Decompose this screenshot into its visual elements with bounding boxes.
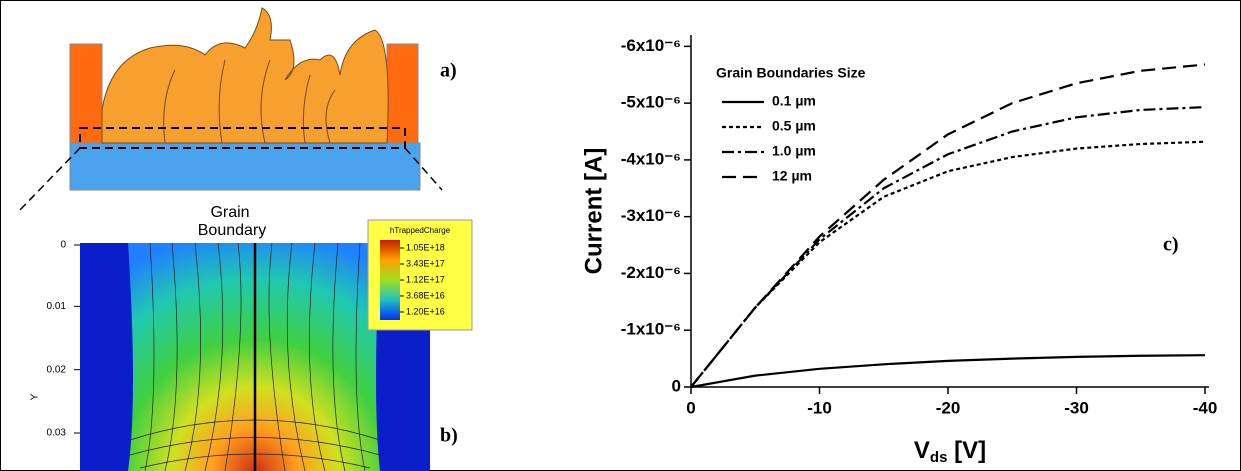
colorbar (380, 240, 400, 320)
series-line (691, 142, 1205, 387)
grains (102, 8, 388, 143)
substrate (70, 143, 420, 190)
panel-label: b) (440, 425, 458, 447)
x-label-unit: [V] (947, 437, 986, 464)
series-line (691, 107, 1205, 387)
panel-a: a) (18, 8, 457, 212)
panel-label: a) (440, 60, 457, 82)
figure: a) hTrappedCharge Grain Boundary Y b) 00… (0, 0, 1241, 471)
y-tick-label: 0 (60, 240, 66, 251)
legend-label: 0.1 µm (772, 93, 816, 109)
y-tick-label: 0 (672, 376, 681, 395)
y-tick-label: -3x10⁻⁶ (621, 206, 681, 225)
x-tick-label: -30 (1064, 398, 1089, 417)
y-tick-label: 0.01 (47, 301, 67, 312)
colorbar-tick-label: 3.43E+17 (406, 258, 445, 268)
legend-title: Grain Boundaries Size (716, 65, 866, 81)
series-line (691, 355, 1205, 387)
y-tick-label: 0.03 (47, 428, 67, 439)
panel-label: c) (1163, 234, 1179, 256)
legend-label: 12 µm (772, 168, 812, 184)
x-tick-label: -20 (936, 398, 961, 417)
annotation: Boundary (198, 222, 267, 239)
colorbar-tick-label: 3.68E+16 (406, 290, 445, 300)
series-line (691, 65, 1205, 387)
y-tick-label: -6x10⁻⁶ (621, 36, 681, 55)
y-tick-label: 0.02 (47, 364, 67, 375)
colorbar-title: hTrappedCharge (390, 226, 451, 235)
y-tick-label: -5x10⁻⁶ (621, 93, 681, 112)
x-tick-label: 0 (686, 398, 695, 417)
x-axis-label: Vds [V] (914, 437, 986, 466)
legend-label: 0.5 µm (772, 118, 816, 134)
colorbar-tick-label: 1.12E+17 (406, 274, 445, 284)
y-tick-label: -4x10⁻⁶ (621, 149, 681, 168)
x-label-subscript: ds (930, 449, 948, 466)
y-tick-label: -1x10⁻⁶ (621, 320, 681, 339)
colorbar-tick-label: 1.05E+18 (406, 242, 445, 252)
colorbar-tick-label: 1.20E+16 (406, 306, 445, 316)
y-tick-label: -2x10⁻⁶ (621, 263, 681, 282)
panel-c: Current [A] Vds [V] Grain Boundaries Siz… (580, 35, 1217, 466)
annotation: Grain (210, 204, 249, 221)
panel-b: hTrappedCharge Grain Boundary Y b) 0 0.01… (30, 204, 472, 471)
x-label-symbol: V (914, 437, 930, 464)
y-axis-label: Current [A] (580, 148, 607, 275)
y-axis-label: Y (30, 393, 41, 400)
x-tick-label: -40 (1193, 398, 1218, 417)
contact (387, 44, 418, 143)
legend-label: 1.0 µm (772, 143, 816, 159)
x-tick-label: -10 (807, 398, 832, 417)
